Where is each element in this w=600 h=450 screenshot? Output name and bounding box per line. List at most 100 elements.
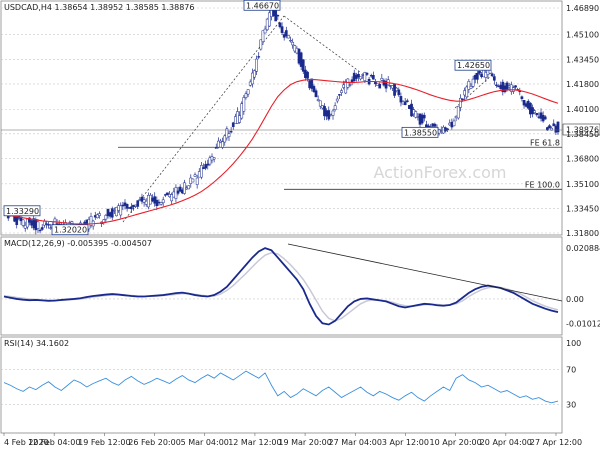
candle-body: [104, 215, 108, 220]
candle-body: [459, 97, 462, 108]
candle-body: [446, 128, 449, 130]
candle-body: [267, 12, 271, 27]
x-tick-label: 5 Mar 04:00: [181, 438, 229, 447]
candle-body: [416, 116, 420, 118]
x-tick-label: 27 Apr 12:00: [530, 438, 582, 447]
candle-body: [552, 123, 556, 127]
candle-body: [548, 125, 551, 129]
x-tick-label: 26 Feb 20:00: [128, 438, 180, 447]
candle-body: [265, 18, 269, 31]
annotation-box: [243, 0, 281, 11]
x-tick-label: 3 Apr 12:00: [382, 438, 429, 447]
macd-signal-line: [3, 251, 559, 322]
candle-body: [420, 114, 424, 124]
candle-body: [219, 140, 222, 143]
candle-body: [289, 39, 292, 42]
candle-body: [49, 227, 53, 229]
candle-body: [28, 217, 31, 223]
candle-body: [136, 200, 140, 207]
candle-body: [397, 89, 401, 96]
x-tick-label: 4 Feb 2020: [4, 438, 49, 447]
candle-body: [314, 90, 318, 98]
annotation-label: 1.33290: [6, 207, 39, 216]
candle-body: [403, 101, 407, 105]
candle-body: [93, 215, 97, 218]
candle-body: [130, 206, 133, 210]
decline-trend-line: [283, 15, 361, 73]
candle-body: [335, 98, 339, 102]
price-panel-title: USDCAD,H4 1.38654 1.38952 1.38585 1.3887…: [4, 3, 194, 12]
candle-body: [153, 196, 157, 204]
candle-body: [180, 189, 184, 194]
macd-trend-line: [287, 243, 563, 302]
candle-body: [361, 74, 365, 76]
x-tick-label: 19 Mar 20:00: [278, 438, 331, 447]
candle-body: [425, 124, 428, 128]
candle-body: [414, 111, 418, 118]
candle-body: [197, 171, 201, 178]
candle-body: [257, 56, 261, 58]
candle-body: [495, 84, 498, 86]
fe-level-label: FE 61.8: [530, 138, 560, 147]
candle-body: [529, 102, 532, 115]
candle-body: [329, 113, 333, 116]
candle-body: [380, 78, 384, 81]
candle-body: [401, 101, 405, 105]
price-y-tick: 1.43450: [566, 55, 599, 64]
candle-body: [253, 70, 256, 78]
candle-body: [189, 177, 193, 184]
candle-body: [238, 115, 241, 123]
candle-body: [331, 110, 335, 116]
candle-body: [40, 227, 44, 230]
candle-body: [229, 131, 233, 133]
candle-body: [231, 122, 235, 127]
candle-body: [34, 219, 38, 231]
candle-body: [242, 97, 246, 112]
candle-body: [490, 73, 494, 77]
annotation-label: 1.42650: [457, 61, 490, 70]
candle-body: [499, 84, 503, 89]
watermark: ActionForex.com: [373, 163, 506, 182]
candle-body: [117, 205, 120, 211]
candle-body: [134, 204, 137, 207]
candle-body: [47, 224, 50, 226]
candle-body: [287, 35, 290, 39]
candle-body: [25, 218, 29, 228]
rsi-y-tick: 100: [566, 339, 581, 348]
candle-body: [163, 194, 167, 196]
candle-body: [507, 85, 511, 88]
candle-body: [388, 85, 392, 87]
candle-body: [539, 112, 543, 119]
candle-body: [524, 103, 528, 107]
candle-body: [537, 116, 541, 118]
candle-body: [526, 100, 530, 109]
candle-body: [497, 85, 500, 88]
candle-body: [208, 157, 212, 165]
candle-body: [541, 114, 545, 122]
candle-body: [42, 221, 46, 226]
candle-body: [338, 94, 341, 96]
candle-body: [236, 111, 239, 124]
candle-body: [144, 200, 148, 205]
candle-body: [405, 100, 409, 102]
candle-body: [6, 215, 10, 219]
candle-body: [30, 220, 33, 226]
candle-body: [410, 103, 413, 117]
candle-body: [475, 72, 479, 80]
price-y-tick: 1.46890: [566, 4, 599, 13]
candle-body: [509, 84, 513, 92]
candle-body: [261, 30, 265, 42]
candle-body: [206, 163, 210, 166]
candle-body: [348, 84, 352, 86]
annotation-box: [51, 224, 89, 236]
candle-body: [168, 194, 171, 197]
fe-levels: FE 61.8 FE 100.0: [118, 138, 562, 190]
candle-body: [125, 204, 129, 209]
candle-body: [217, 140, 220, 148]
candle-body: [174, 187, 178, 199]
candle-body: [333, 105, 337, 110]
candle-body: [376, 83, 379, 86]
rsi-panel-title: RSI(14) 34.1602: [4, 339, 69, 348]
candle-body: [304, 69, 307, 78]
